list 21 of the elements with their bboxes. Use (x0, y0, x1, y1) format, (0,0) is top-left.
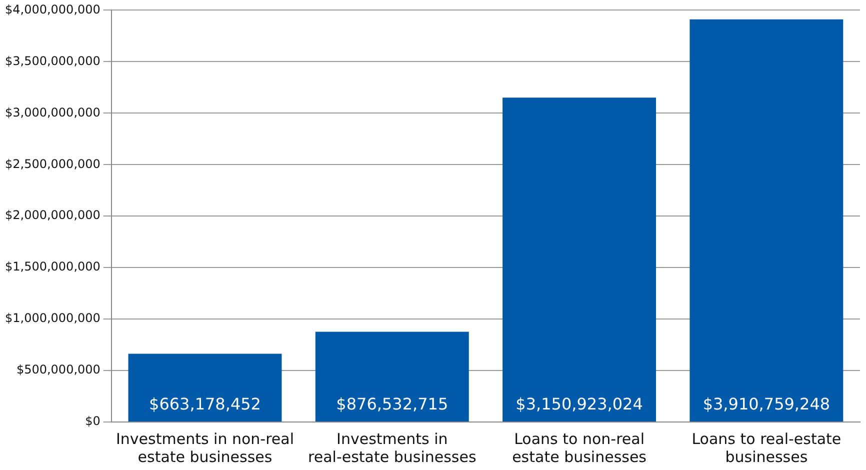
y-tick-label: $0 (85, 414, 100, 428)
data-label: $876,532,715 (336, 394, 448, 414)
x-tick-label: Investments in real-estate businesses (308, 430, 476, 466)
y-tick-label: $3,000,000,000 (4, 105, 100, 120)
y-tick-label: $1,500,000,000 (4, 260, 100, 274)
data-label: $663,178,452 (149, 394, 261, 414)
bar (128, 354, 282, 422)
y-tick-label: $4,000,000,000 (4, 2, 100, 16)
x-tick-label: Loans to real-estate businesses (692, 430, 842, 466)
bar (315, 332, 469, 422)
bar (502, 98, 656, 422)
y-tick-label: $2,000,000,000 (4, 208, 100, 222)
data-label: $3,150,923,024 (516, 394, 643, 414)
x-tick-label: Loans to non-real estate businesses (512, 430, 647, 466)
y-tick-label: $2,500,000,000 (4, 156, 100, 171)
y-tick-label: $3,500,000,000 (4, 54, 100, 68)
y-tick-label: $1,000,000,000 (4, 311, 100, 326)
data-label: $3,910,759,248 (702, 394, 830, 414)
x-tick-label: Investments in non-real estate businesses (116, 430, 294, 466)
bar (690, 19, 844, 422)
y-tick-label: $500,000,000 (16, 362, 100, 377)
